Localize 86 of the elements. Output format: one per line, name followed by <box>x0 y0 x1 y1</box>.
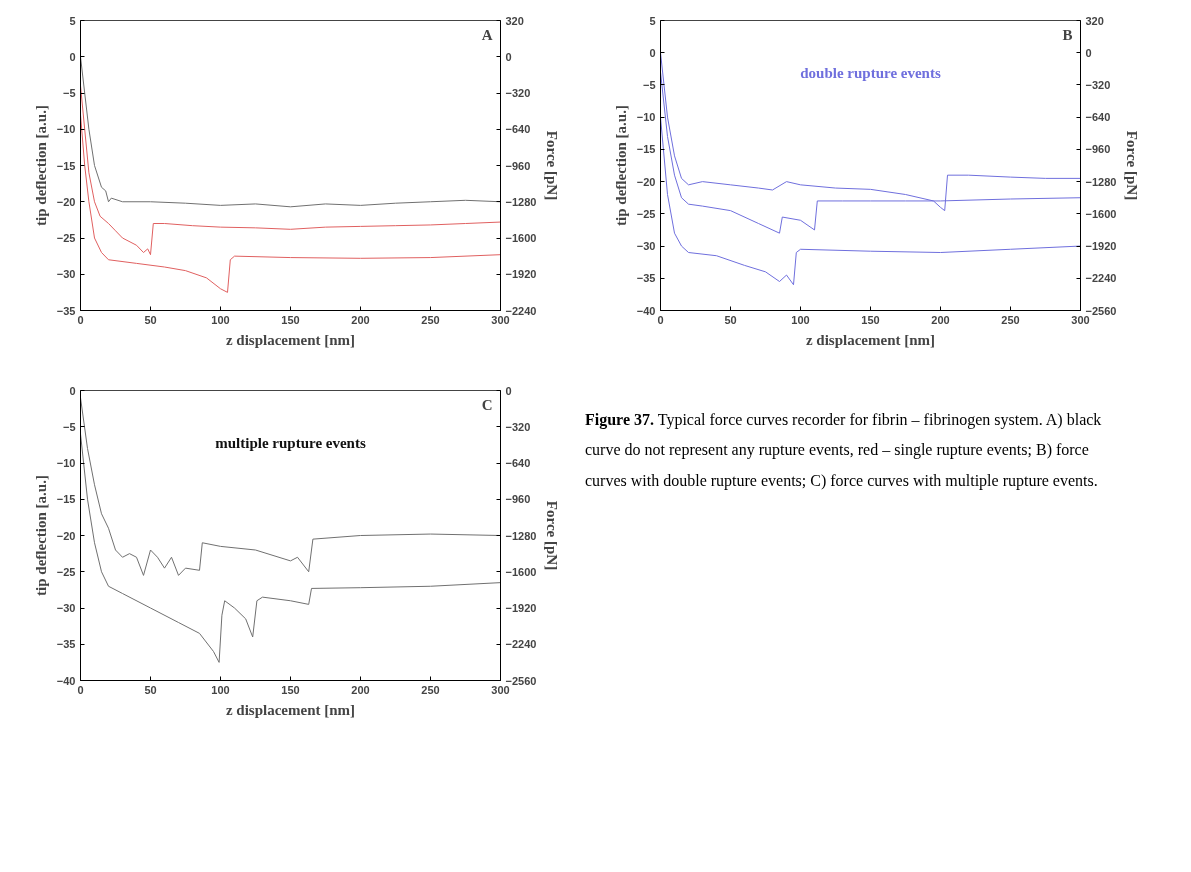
y-tick-label: −10 <box>56 123 76 136</box>
annotation: C <box>481 396 493 413</box>
x-tick-label: 200 <box>931 313 950 326</box>
x-axis-title: z displacement [nm] <box>805 331 936 348</box>
y2-tick-label: −1280 <box>505 529 537 542</box>
x-tick-label: 0 <box>77 683 84 696</box>
y-tick-label: −20 <box>636 175 656 188</box>
y2-axis-title: Force [pN] <box>544 130 561 201</box>
y-tick-label: 0 <box>649 46 656 59</box>
x-tick-label: 200 <box>351 313 370 326</box>
y-tick-label: −10 <box>56 457 76 469</box>
y-tick-label: 5 <box>69 14 76 27</box>
y2-tick-label: 320 <box>1085 14 1104 27</box>
y2-tick-label: −640 <box>505 457 531 469</box>
y-tick-label: −30 <box>56 268 76 281</box>
x-axis-title: z displacement [nm] <box>225 331 356 348</box>
y2-tick-label: −2240 <box>1085 272 1117 285</box>
y-axis-title: tip deflection [a.u.] <box>32 475 49 596</box>
y2-tick-label: −1600 <box>1085 207 1117 220</box>
x-tick-label: 150 <box>281 313 300 326</box>
y-axis-title: tip deflection [a.u.] <box>612 105 629 226</box>
y2-tick-label: −1920 <box>505 268 537 281</box>
x-tick-label: 150 <box>861 313 880 326</box>
y-tick-label: 0 <box>69 384 76 397</box>
x-tick-label: 0 <box>657 313 664 326</box>
annotation: B <box>1062 26 1073 43</box>
x-tick-label: 150 <box>281 683 300 696</box>
y-tick-label: −15 <box>636 143 656 156</box>
y2-tick-label: −1920 <box>505 602 537 614</box>
y-tick-label: −35 <box>56 304 76 317</box>
y-tick-label: 0 <box>69 50 76 63</box>
y-tick-label: −30 <box>56 602 76 614</box>
y-tick-label: −15 <box>56 159 76 172</box>
y-tick-label: −40 <box>56 674 76 687</box>
annotation: double rupture events <box>800 64 941 81</box>
y2-tick-label: −320 <box>505 87 531 99</box>
y2-tick-label: 0 <box>1085 46 1092 59</box>
x-tick-label: 100 <box>791 313 810 326</box>
y2-tick-label: −2240 <box>505 638 537 651</box>
y2-tick-label: −960 <box>505 159 531 172</box>
y-axis-title: tip deflection [a.u.] <box>32 105 49 226</box>
x-tick-label: 50 <box>724 313 737 326</box>
y2-tick-label: −640 <box>505 123 531 136</box>
y2-tick-label: −1920 <box>1085 240 1117 253</box>
x-tick-label: 250 <box>1001 313 1020 326</box>
y-tick-label: −20 <box>56 529 76 542</box>
y-tick-label: −5 <box>642 78 656 91</box>
x-tick-label: 50 <box>144 313 157 326</box>
y-tick-label: −35 <box>636 272 656 285</box>
y-tick-label: −25 <box>636 207 656 220</box>
x-tick-label: 100 <box>211 313 230 326</box>
y2-tick-label: −1600 <box>505 232 537 244</box>
y2-tick-label: 320 <box>505 14 524 27</box>
x-tick-label: 50 <box>144 683 157 696</box>
y2-tick-label: −960 <box>1085 143 1111 156</box>
y-tick-label: 5 <box>649 14 656 27</box>
y-tick-label: −40 <box>636 304 656 317</box>
y-tick-label: −5 <box>62 87 76 99</box>
y-tick-label: −15 <box>56 493 76 506</box>
caption: Figure 37. <box>585 411 655 428</box>
y2-tick-label: −1600 <box>505 565 537 578</box>
y2-tick-label: 0 <box>505 50 512 63</box>
y-tick-label: −20 <box>56 195 76 208</box>
y2-tick-label: −320 <box>1085 78 1111 91</box>
y2-axis-title: Force [pN] <box>1124 130 1141 201</box>
x-tick-label: 200 <box>351 683 370 696</box>
x-tick-label: 250 <box>421 683 440 696</box>
y-tick-label: −25 <box>56 565 76 578</box>
y-tick-label: −10 <box>636 111 656 124</box>
x-axis-title: z displacement [nm] <box>225 701 356 718</box>
y2-tick-label: −1280 <box>1085 175 1117 188</box>
y2-tick-label: −1280 <box>505 195 537 208</box>
x-tick-label: 100 <box>211 683 230 696</box>
y2-tick-label: −640 <box>1085 111 1111 124</box>
annotation: multiple rupture events <box>215 434 366 451</box>
y-tick-label: −30 <box>636 240 656 253</box>
y-tick-label: −5 <box>62 420 76 433</box>
y-tick-label: −35 <box>56 638 76 651</box>
x-tick-label: 0 <box>77 313 84 326</box>
x-tick-label: 250 <box>421 313 440 326</box>
annotation: A <box>481 26 493 43</box>
y2-tick-label: 0 <box>505 384 512 397</box>
y-tick-label: −25 <box>56 232 76 244</box>
y2-tick-label: −320 <box>505 420 531 433</box>
y2-axis-title: Force [pN] <box>544 500 561 571</box>
y2-tick-label: −960 <box>505 493 531 506</box>
